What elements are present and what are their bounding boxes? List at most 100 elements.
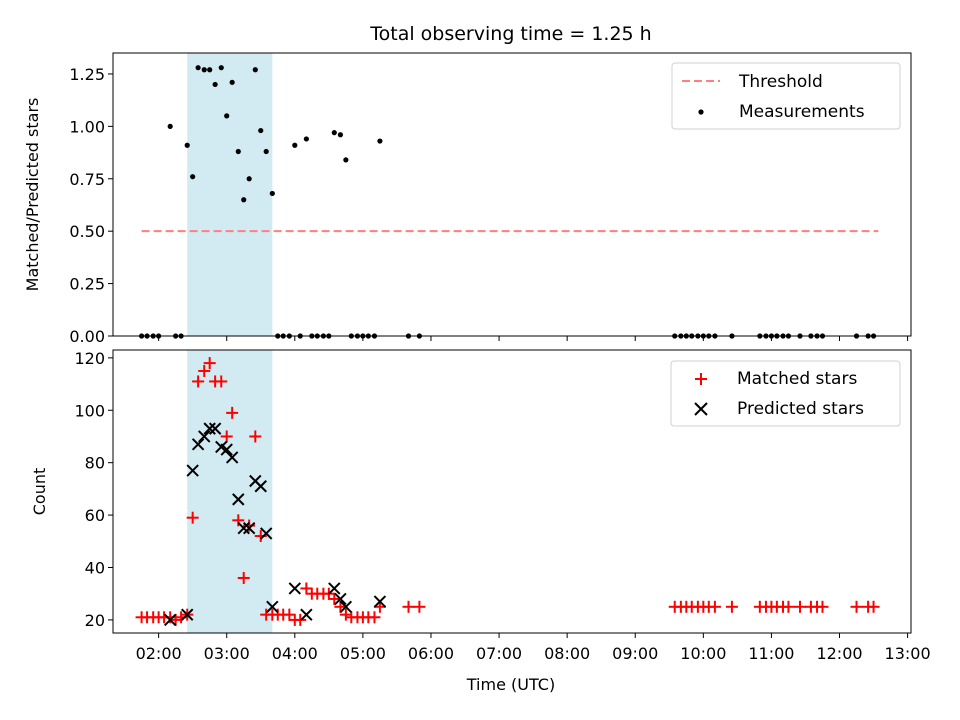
legend-matched-swatch [695, 373, 707, 385]
matched-star-point [192, 375, 205, 388]
predicted-star-point [191, 438, 205, 451]
predicted-star-point [198, 430, 211, 443]
matched-stars-points [135, 357, 880, 626]
matched-star-point [402, 600, 415, 613]
matched-star-point [708, 600, 721, 613]
top-y-tick-label: 0.00 [69, 327, 105, 346]
top-x-ticks [158, 336, 909, 341]
top-y-tick-label: 0.25 [69, 275, 105, 294]
bottom-x-axis: 02:00 03:00 04:00 05:00 06:00 07:00 08:00 09:00… [136, 633, 931, 663]
bottom-y-tick-label: 80 [85, 454, 105, 473]
matched-star-point [220, 430, 233, 443]
predicted-star-point [237, 521, 250, 535]
matched-star-point [215, 375, 228, 388]
predicted-star-point [181, 608, 194, 621]
matched-star-point [237, 571, 250, 584]
top-axes-frame [112, 52, 912, 337]
predicted-star-point [288, 582, 302, 595]
bottom-y-tick-label: 100 [74, 401, 105, 420]
measurement-point [212, 81, 218, 88]
measurement-point [190, 174, 196, 180]
top-legend-box [671, 62, 901, 130]
top-y-tick-label: 0.50 [69, 222, 105, 241]
x-tick-label: 02:00 [136, 644, 182, 663]
matched-star-point [725, 600, 738, 613]
measurement-point [195, 65, 201, 71]
top-y-axis-label: Matched/Predicted stars [23, 98, 42, 292]
measurement-point [218, 65, 224, 71]
matched-star-point [249, 430, 262, 443]
matched-star-point [232, 514, 245, 527]
predicted-stars-points [163, 422, 387, 627]
matched-star-point [782, 600, 795, 613]
predicted-star-point [254, 480, 267, 493]
matched-star-point [850, 600, 863, 613]
x-tick-label: 09:00 [612, 644, 658, 663]
x-tick-label: 12:00 [816, 644, 862, 663]
x-tick-label: 11:00 [748, 644, 794, 663]
predicted-star-point [232, 493, 245, 506]
matched-star-point [794, 600, 807, 613]
matched-star-point [339, 608, 352, 621]
top-y-axis: 0.00 0.25 0.50 0.75 1.00 1.25 [69, 65, 113, 346]
matched-star-point [186, 511, 199, 524]
measurement-point [167, 123, 173, 129]
matched-star-point [867, 600, 880, 613]
predicted-star-point [339, 600, 353, 614]
measurement-point [201, 67, 207, 73]
measurement-point [207, 67, 213, 73]
measurement-point [246, 176, 252, 182]
bottom-y-axis-label: Count [30, 468, 49, 516]
predicted-star-point [208, 422, 222, 435]
predicted-star-point [242, 521, 256, 535]
legend-measurements-label: Measurements [739, 102, 865, 122]
top-legend: Threshold Measurements [671, 62, 901, 130]
x-tick-label: 05:00 [340, 644, 386, 663]
measurement-points [138, 65, 877, 339]
bottom-panel: 20 40 60 80 100 120 02:00 03:00 04:00 05:00 06:00… [30, 349, 931, 694]
measurement-point [337, 132, 344, 138]
predicted-star-point [373, 595, 387, 608]
matched-star-point [294, 613, 307, 626]
x-tick-label: 06:00 [408, 644, 454, 663]
x-tick-label: 04:00 [272, 644, 318, 663]
legend-matched-label: Matched stars [737, 369, 857, 389]
measurement-point [269, 190, 275, 197]
matched-star-point [328, 592, 341, 605]
matched-star-point [169, 613, 182, 626]
x-tick-label: 03:00 [204, 644, 250, 663]
matched-star-point [368, 611, 381, 624]
measurement-point [258, 127, 264, 134]
predicted-star-point [300, 608, 313, 621]
matched-star-point [334, 600, 347, 613]
predicted-star-point [220, 443, 233, 456]
measurement-point [252, 67, 258, 73]
predicted-star-point [186, 464, 199, 477]
matched-star-point [283, 608, 296, 621]
predicted-star-point [334, 592, 347, 606]
measurement-point [292, 142, 298, 148]
bottom-legend: Matched stars Predicted stars [670, 360, 901, 427]
bottom-y-axis: 20 40 60 80 100 120 [74, 349, 113, 630]
top-highlight-span [187, 53, 273, 336]
predicted-star-point [328, 582, 341, 595]
matched-star-point [164, 611, 177, 624]
bottom-y-tick-label: 20 [85, 611, 105, 630]
bottom-highlight-span [187, 350, 273, 633]
top-panel: 0.00 0.25 0.50 0.75 1.00 1.25 Matched/Predict… [23, 52, 912, 346]
bottom-legend-box [670, 360, 901, 427]
measurement-point [263, 148, 269, 155]
x-axis-label: Time (UTC) [466, 675, 555, 694]
matched-star-point [300, 582, 313, 595]
bottom-axes-frame [112, 349, 912, 634]
measurement-point [235, 148, 241, 155]
matched-star-point [226, 406, 239, 419]
x-tick-label: 07:00 [476, 644, 522, 663]
measurement-point [377, 138, 383, 144]
measurement-point [331, 130, 337, 136]
top-y-tick-label: 1.25 [69, 65, 105, 84]
predicted-star-point [163, 613, 177, 627]
bottom-y-tick-label: 120 [74, 349, 105, 368]
bottom-y-tick-label: 60 [85, 506, 105, 525]
